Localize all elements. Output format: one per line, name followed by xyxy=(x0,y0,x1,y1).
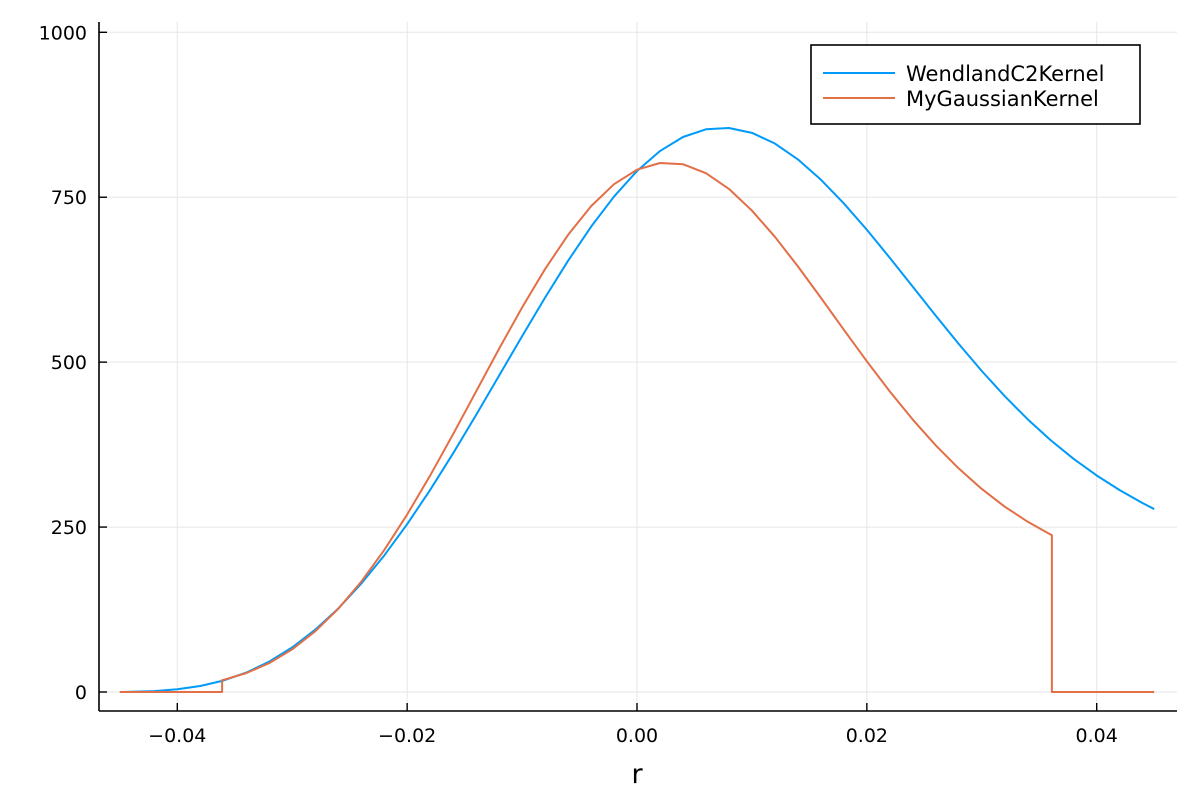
x-tick-label: 0.04 xyxy=(1076,725,1118,747)
x-axis-ticks: −0.04 −0.02 0.00 0.02 0.04 xyxy=(148,703,1118,747)
legend-label-wendland: WendlandC2Kernel xyxy=(906,62,1104,86)
series-line-wendlandc2kernel xyxy=(119,126,1155,693)
plot-series xyxy=(119,126,1155,693)
y-tick-label: 750 xyxy=(51,187,87,209)
y-tick-label: 0 xyxy=(75,682,87,704)
y-tick-label: 250 xyxy=(51,517,87,539)
x-tick-label: 0.00 xyxy=(616,725,658,747)
y-tick-label: 500 xyxy=(51,352,87,374)
legend-label-gaussian: MyGaussianKernel xyxy=(906,87,1099,111)
y-axis-ticks: 0 250 500 750 1000 xyxy=(39,22,107,704)
y-tick-label: 1000 xyxy=(39,22,87,44)
series-line-mygaussiankernel xyxy=(119,161,1155,693)
x-tick-label: −0.02 xyxy=(378,725,436,747)
legend: WendlandC2Kernel MyGaussianKernel xyxy=(810,44,1141,125)
x-tick-label: 0.02 xyxy=(846,725,888,747)
x-tick-label: −0.04 xyxy=(148,725,206,747)
x-axis-label: r xyxy=(631,759,643,790)
axes xyxy=(98,22,1177,712)
legend-box xyxy=(810,44,1141,125)
grid xyxy=(99,22,1177,711)
